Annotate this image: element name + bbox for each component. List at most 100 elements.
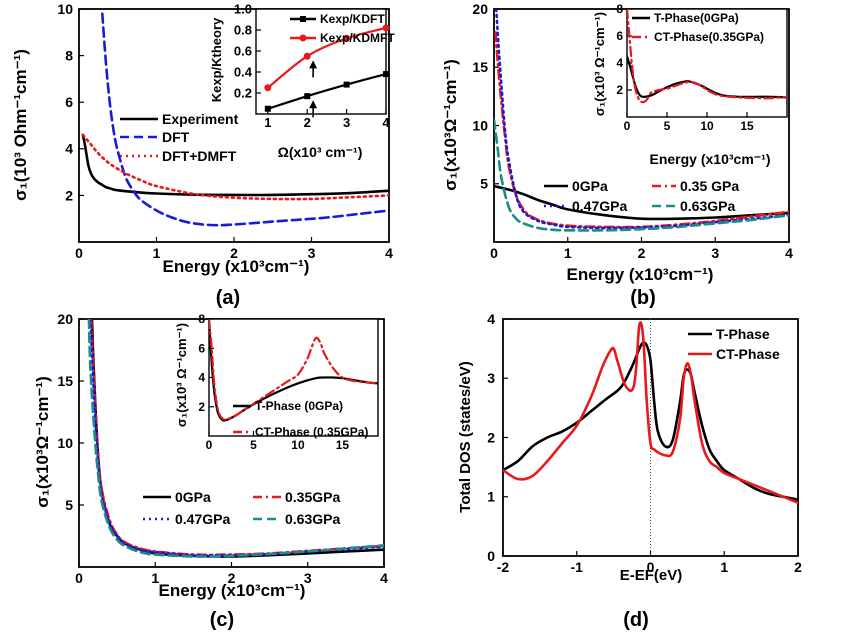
panel-b-ytick-label-2: 15 bbox=[472, 59, 488, 75]
panel-a-inset-series-0-marker-0 bbox=[264, 105, 271, 112]
panel-b-series-0 bbox=[494, 184, 789, 221]
panel-b-legend-label-1: 0.35 GPa bbox=[680, 178, 739, 194]
panel-c-legend-label-2: 0.47GPa bbox=[175, 511, 230, 527]
panel-d-series-1 bbox=[503, 321, 798, 504]
panel-a-inset-ytick-label-4: 1.0 bbox=[234, 2, 252, 17]
panel-a-inset-ytick-label-1: 0.4 bbox=[234, 65, 253, 80]
panel-a-inset-series-1-marker-0 bbox=[264, 84, 272, 92]
panel-a-inset-series-1-marker-2 bbox=[343, 34, 351, 42]
panel-b-inset-xtick-label-3: 15 bbox=[740, 119, 754, 133]
panel-d-ytick-label-0: 0 bbox=[487, 548, 495, 564]
panel-c-inset-xtick-label-0: 0 bbox=[206, 438, 213, 452]
panel-b-inset-xtick-label-2: 10 bbox=[700, 119, 714, 133]
panel-a-xtick-label-3: 3 bbox=[308, 245, 316, 261]
panel-b-legend-label-0: 0GPa bbox=[572, 178, 608, 194]
panel-b-inset-series-1 bbox=[627, 9, 787, 104]
panel-a-ytick-label-3: 8 bbox=[65, 48, 73, 64]
panel-b-ytick-label-3: 20 bbox=[472, 1, 488, 17]
panel-a-inset-series-0-marker-3 bbox=[383, 71, 389, 78]
panel-c-ytick-label-2: 15 bbox=[57, 373, 73, 389]
panel-a-inset-arrowhead-1 bbox=[309, 100, 318, 109]
panel-c-ytick-label-1: 10 bbox=[57, 435, 73, 451]
panel-b-xtick-label-0: 0 bbox=[490, 245, 498, 261]
panel-b-xtick-label-3: 3 bbox=[711, 245, 719, 261]
panel-b-legend-label-2: 0.47GPa bbox=[572, 198, 627, 214]
panel-b-inset-xtick-label-0: 0 bbox=[624, 119, 631, 133]
panel-c-inset-ylabel: σ₁(x10³ Ω⁻¹cm⁻¹) bbox=[174, 323, 189, 427]
panel-b-inset-ytick-label-1: 4 bbox=[616, 56, 623, 70]
panel-b-xlabel: Energy (x10³cm⁻¹) bbox=[567, 265, 714, 284]
panel-a-series-2 bbox=[81, 133, 389, 201]
panel-a-series-0 bbox=[81, 133, 389, 197]
panel-a-inset-series-0-marker-2 bbox=[343, 81, 350, 88]
panel-c-inset-ytick-label-0: 2 bbox=[198, 400, 205, 414]
panel-a-inset-xlabel: Ω(x10³ cm⁻¹) bbox=[278, 144, 363, 160]
panel-c-ytick-label-3: 20 bbox=[57, 311, 73, 327]
panel-d-legend-label-0: T-Phase bbox=[716, 326, 770, 342]
panel-a-xlabel: Energy (x10³cm⁻¹) bbox=[163, 257, 310, 276]
panel-a-axes: 0 1 2 3 4 2 4 6 8 10 bbox=[57, 1, 393, 261]
panel-label-b: (b) bbox=[630, 287, 656, 309]
panel-d-ylabel: Total DOS (states/eV) bbox=[457, 361, 474, 512]
panel-b-xtick-label-1: 1 bbox=[564, 245, 572, 261]
panel-a-xtick-label-2: 2 bbox=[230, 245, 238, 261]
panel-b-inset-ytick-label-0: 2 bbox=[616, 83, 623, 97]
panel-b-inset-xtick-label-1: 5 bbox=[664, 119, 671, 133]
panel-b-inset-ytick-label-3: 8 bbox=[616, 2, 623, 16]
panel-c-inset-xtick-label-1: 5 bbox=[250, 438, 257, 452]
panel-b-inset-xlabel: Energy (x10³cm⁻¹) bbox=[650, 151, 771, 167]
panel-a-inset-xtick-label-2: 3 bbox=[343, 115, 350, 130]
panel-a-legend-label-0: Experiment bbox=[162, 111, 239, 127]
panel-a-inset-frame bbox=[255, 8, 387, 115]
panel-a-inset-xtick-label-0: 1 bbox=[264, 115, 271, 130]
panel-b-legend-label-3: 0.63GPa bbox=[680, 198, 735, 214]
panel-c-xtick-label-0: 0 bbox=[75, 570, 83, 586]
panel-c-legend-label-1: 0.35GPa bbox=[285, 489, 340, 505]
panel-c-inset-ytick-label-2: 6 bbox=[198, 341, 205, 355]
panel-a-ytick-label-0: 2 bbox=[65, 187, 73, 203]
panel-a-inset-ytick-label-2: 0.6 bbox=[234, 44, 252, 59]
panel-a-legend-label-2: DFT+DMFT bbox=[162, 148, 237, 164]
panel-c-inset-xtick-label-2: 10 bbox=[291, 438, 305, 452]
panel-a-inset-legend-marker-0 bbox=[300, 16, 306, 22]
panel-a-inset-xtick-label-1: 2 bbox=[304, 115, 311, 130]
panel-c-inset-ytick-label-3: 8 bbox=[198, 312, 205, 326]
panel-a-ytick-label-2: 6 bbox=[65, 94, 73, 110]
panel-c-inset-legend-label-1: CT-Phase (0.35GPa) bbox=[255, 425, 368, 439]
panel-a-inset-background bbox=[256, 9, 386, 114]
panel-d-xtick-label-2: 0 bbox=[647, 559, 655, 575]
panel-label-d: (d) bbox=[623, 609, 649, 631]
panel-a-ytick-label-1: 4 bbox=[65, 141, 73, 157]
panel-a-inset-series-1-marker-1 bbox=[303, 52, 311, 60]
panel-c-xtick-label-1: 1 bbox=[151, 570, 159, 586]
panel-b-series-3 bbox=[494, 118, 789, 232]
panel-a-ylabel: σ₁(10³ Ohm⁻¹cm⁻¹) bbox=[11, 49, 30, 201]
panel-d-xtick-label-3: 1 bbox=[720, 559, 728, 575]
panel-b-inset-ytick-label-2: 6 bbox=[616, 29, 623, 43]
panel-b-inset-ylabel: σ₁(x10³ Ω⁻¹cm⁻¹) bbox=[592, 12, 607, 116]
panel-a-inset-legend-label-0: Kexp/KDFT bbox=[320, 12, 385, 26]
panel-a-inset-ylabel: Kexp/Ktheory bbox=[209, 17, 224, 102]
panel-d-ytick-label-4: 4 bbox=[487, 311, 495, 327]
panel-a-inset-xtick-label-3: 4 bbox=[382, 115, 390, 130]
panel-d-legend-label-1: CT-Phase bbox=[716, 346, 780, 362]
panel-a-inset-series-0-marker-1 bbox=[304, 93, 311, 100]
panel-a-inset-series-1 bbox=[266, 26, 386, 89]
panel-b-xtick-label-2: 2 bbox=[638, 245, 646, 261]
panel-c-inset-legend-label-0: T-Phase (0GPa) bbox=[255, 399, 343, 413]
panel-a-xtick-label-4: 4 bbox=[385, 245, 393, 261]
panel-c-ylabel: σ₁(x10³Ω⁻¹cm⁻¹) bbox=[33, 376, 52, 507]
panel-b-ytick-label-0: 5 bbox=[480, 176, 488, 192]
panel-a-xtick-label-0: 0 bbox=[75, 245, 83, 261]
panel-d-xtick-label-0: -2 bbox=[497, 559, 510, 575]
panel-a-inset-ytick-label-3: 0.8 bbox=[234, 23, 252, 38]
panel-c-xlabel: Energy (x10³cm⁻¹) bbox=[159, 581, 306, 600]
panel-a-legend-label-1: DFT bbox=[162, 129, 190, 145]
panel-c-series-3 bbox=[87, 319, 384, 558]
panel-a-inset-legend-label-1: Kexp/KDMFT bbox=[320, 31, 395, 45]
panel-b-xtick-label-4: 4 bbox=[785, 245, 793, 261]
panel-b-inset-series-0 bbox=[627, 55, 787, 99]
panel-c-legend-label-3: 0.63GPa bbox=[285, 511, 340, 527]
panel-a-inset-arrowhead-0 bbox=[309, 60, 318, 69]
panel-b-inset-legend-label-1: CT-Phase(0.35GPa) bbox=[654, 30, 764, 44]
